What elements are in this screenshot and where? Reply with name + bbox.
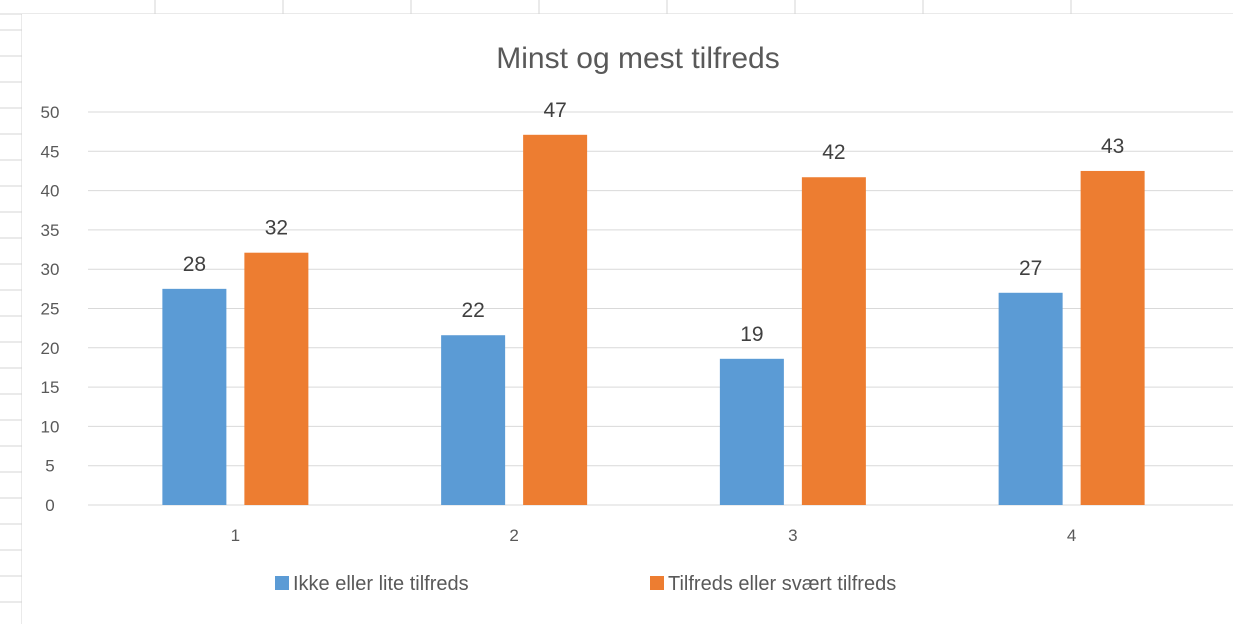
data-labels: 28 32 22 47 19 42 27 43 [183,99,1125,346]
data-label: 28 [183,253,206,276]
bar [801,177,866,505]
data-label: 47 [543,99,566,122]
y-tick-label: 20 [41,339,60,358]
chart-title: Minst og mest tilfreds [496,42,779,75]
legend-label: Tilfreds eller svært tilfreds [668,573,896,595]
y-tick-label: 30 [41,260,60,279]
x-axis: 1 2 3 4 [231,526,1077,545]
bar [719,358,784,505]
data-label: 32 [265,217,288,240]
legend: Ikke eller lite tilfreds Tilfreds eller s… [275,573,896,595]
y-tick-label: 45 [41,142,60,161]
data-label: 42 [822,141,845,164]
bar [998,292,1063,505]
y-tick-label: 40 [41,182,60,201]
y-tick-label: 25 [41,300,60,319]
legend-swatch [650,576,664,590]
bar [244,252,309,505]
y-tick-label: 50 [41,103,60,122]
x-tick-label: 1 [231,526,240,545]
legend-label: Ikke eller lite tilfreds [293,573,469,595]
y-axis: 0 5 10 15 20 25 30 35 40 45 50 [41,103,60,515]
y-tick-label: 0 [45,496,54,515]
bar [523,134,588,505]
x-tick-label: 4 [1067,526,1076,545]
y-tick-label: 10 [41,417,60,436]
y-tick-label: 15 [41,378,60,397]
y-tick-label: 35 [41,221,60,240]
data-label: 27 [1019,257,1042,280]
x-tick-label: 3 [788,526,797,545]
data-label: 19 [740,323,763,346]
data-label: 43 [1101,135,1124,158]
bars [162,134,1145,505]
legend-swatch [275,576,289,590]
bar [441,335,506,505]
x-tick-label: 2 [509,526,518,545]
data-label: 22 [461,299,484,322]
bar [1080,170,1145,505]
bar [162,288,227,505]
y-tick-label: 5 [45,457,54,476]
